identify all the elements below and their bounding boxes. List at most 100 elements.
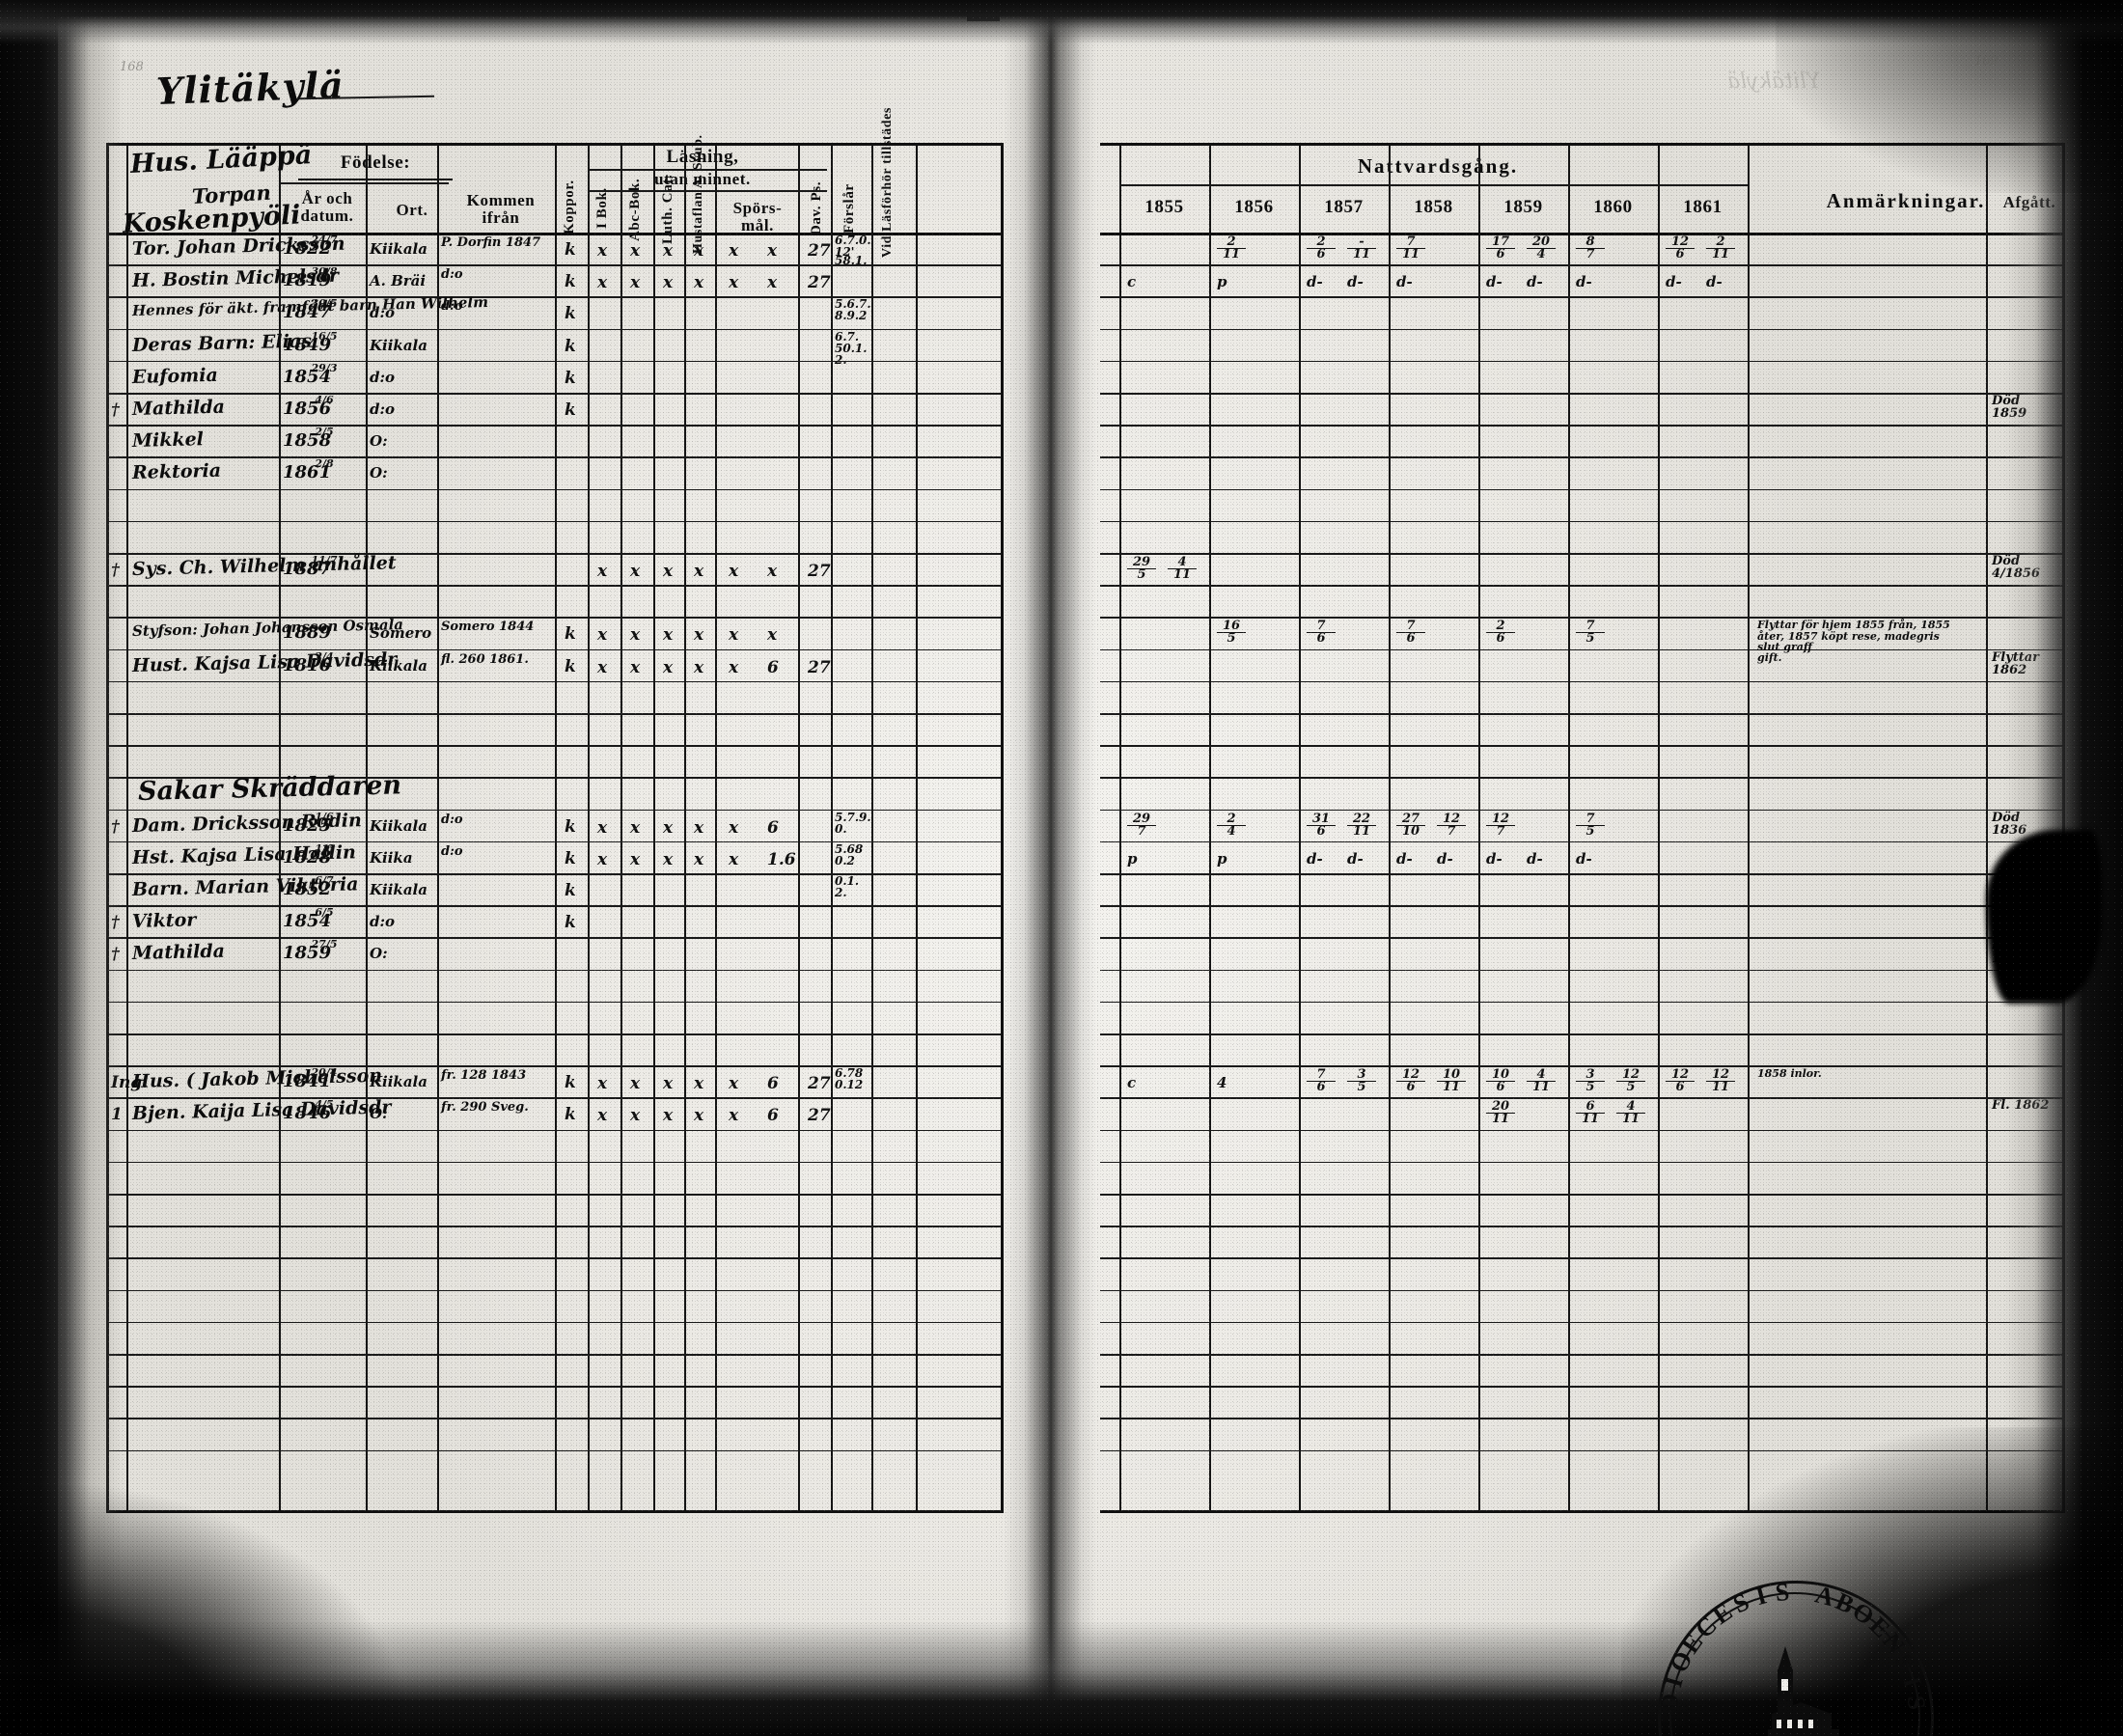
row-divider [109, 553, 1001, 555]
row-divider [109, 1065, 1001, 1067]
row-divider [109, 905, 1001, 907]
header-lasning: Läsning, [666, 147, 739, 167]
reading-mark-18-3: x [694, 817, 704, 838]
communion-date-10-1855-0: 29 5 [1127, 556, 1156, 581]
reading-mark-19-5: 1.6 [767, 849, 796, 869]
row-divider [1100, 1226, 2062, 1227]
row-divider [109, 360, 1001, 363]
row-divider [1119, 184, 1748, 186]
year-header-1859: 1859 [1503, 197, 1543, 217]
year-header-1860: 1860 [1593, 197, 1633, 217]
communion-mark-19-1860-0: d- [1576, 849, 1592, 868]
communion-mark-1-1855-0: c [1127, 273, 1137, 291]
spine-top-marker [967, 0, 1000, 21]
birth-year-12: 1889 [283, 622, 332, 644]
column-divider [831, 146, 833, 1510]
reading-mark-1-1: x [630, 273, 641, 293]
communion-date-0-1856-0: 2 11 [1217, 235, 1246, 261]
row-divider [109, 1289, 1001, 1292]
communion-date-26-1858-1: 10 11 [1437, 1068, 1466, 1093]
birth-day-4: 29/3 [311, 361, 338, 374]
communion-mark-19-1858-0: d- [1396, 849, 1413, 868]
communion-mark-26-1856-0: 4 [1217, 1074, 1227, 1092]
row-divider [109, 328, 1001, 331]
column-divider [1748, 146, 1750, 1510]
moved-from-12: Somero 1844 [441, 620, 535, 635]
column-divider [684, 146, 686, 1510]
reading-mark-26-6: 27 [808, 1074, 831, 1094]
birth-year-26: 1841 [283, 1071, 332, 1092]
row-divider [1100, 969, 2062, 972]
row-divider [109, 809, 1001, 812]
communion-date-26-1860-1: 12 5 [1616, 1068, 1645, 1093]
person-name-26: Hus. ( Jakob Michelsson [131, 1064, 383, 1093]
row-cross-marker-22: † [111, 945, 120, 965]
moved-from-13: fl. 260 1861. [441, 651, 529, 667]
row-divider [109, 1321, 1001, 1324]
moved-from-19: d:o [441, 843, 463, 859]
afgatt-entry-5: Död 1859 [1992, 394, 2027, 422]
reading-mark-18-4: x [729, 817, 739, 838]
birth-place-21: d:o [370, 913, 396, 931]
header-sporsmal: Spörs-mål. [732, 199, 783, 234]
communion-mark-19-1857-1: d- [1347, 849, 1364, 868]
birth-year-27: 1846 [283, 1103, 332, 1124]
person-name-27: Bjen. Kaija Lisa Davidsdr [131, 1096, 392, 1125]
person-name-13: Hust. Kajsa Lisa Davidsdr [131, 648, 398, 676]
reading-mark-19-4: x [729, 849, 739, 869]
birth-day-2: 30/5 [311, 297, 338, 311]
row-cross-marker-27: 1 [111, 1105, 123, 1125]
person-name-7: Rektoria [131, 460, 222, 484]
reading-mark-19-2: x [663, 849, 674, 869]
birth-year-3: 1849 [283, 334, 332, 355]
reading-mark-27-4: x [729, 1106, 739, 1126]
remark-13: gift. [1757, 650, 1782, 664]
reading-mark-10-2: x [663, 562, 674, 581]
row-divider [1100, 1449, 2062, 1452]
communion-date-18-1859-0: 12 7 [1486, 813, 1515, 838]
remark-26: 1858 inlor. [1757, 1067, 1822, 1081]
header-vid-lasforhor: Vid Läsförhör tillstädes [880, 107, 895, 258]
header-nattvardsgang: Nattvardsgång. [1357, 154, 1519, 178]
row-divider [109, 840, 1001, 843]
birth-day-18: 1/6 [315, 810, 334, 823]
birth-day-13: 2/4 [315, 649, 334, 663]
reading-mark-12-5: x [767, 625, 778, 646]
communion-mark-1-1859-1: d- [1527, 273, 1543, 291]
reading-mark-18-1: x [630, 817, 641, 838]
row-divider [109, 1449, 1001, 1452]
row-divider [1100, 264, 2062, 266]
reading-mark-0-5: x [767, 241, 778, 261]
reading-mark-0-2: x [663, 241, 674, 261]
row-divider [1100, 809, 2062, 812]
reading-mark-1-3: x [694, 273, 704, 293]
row-divider [109, 680, 1001, 683]
reading-mark-0-1: x [630, 241, 641, 261]
column-divider [366, 146, 368, 1510]
row-divider [1100, 1257, 2062, 1259]
birth-year-19: 1828 [283, 846, 332, 868]
communion-date-0-1859-1: 20 4 [1527, 235, 1556, 261]
koppor-mark-18: k [565, 816, 576, 837]
communion-date-0-1859-0: 17 6 [1486, 235, 1515, 261]
koppor-mark-27: k [565, 1105, 576, 1125]
row-divider [1100, 1129, 2062, 1132]
row-divider [1100, 617, 2062, 619]
reading-mark-10-0: x [597, 562, 608, 581]
communion-date-18-1857-0: 31 6 [1307, 813, 1336, 838]
communion-mark-1-1856-0: p [1217, 273, 1227, 291]
header-kommen-ifran: Kommen ifrån [466, 191, 536, 227]
communion-date-18-1855-0: 29 7 [1127, 813, 1156, 838]
left-page-paper [58, 0, 1081, 1736]
page-number-right: 169 [1974, 54, 1999, 69]
communion-mark-19-1857-0: d- [1307, 849, 1323, 868]
koppor-mark-21: k [565, 913, 576, 933]
reading-mark-10-6: 27 [808, 562, 831, 581]
birth-place-4: d:o [370, 368, 396, 386]
row-divider [109, 1129, 1001, 1132]
reading-mark-12-1: x [630, 625, 641, 646]
forslar-value-20: 0.1. 2. [835, 874, 860, 899]
